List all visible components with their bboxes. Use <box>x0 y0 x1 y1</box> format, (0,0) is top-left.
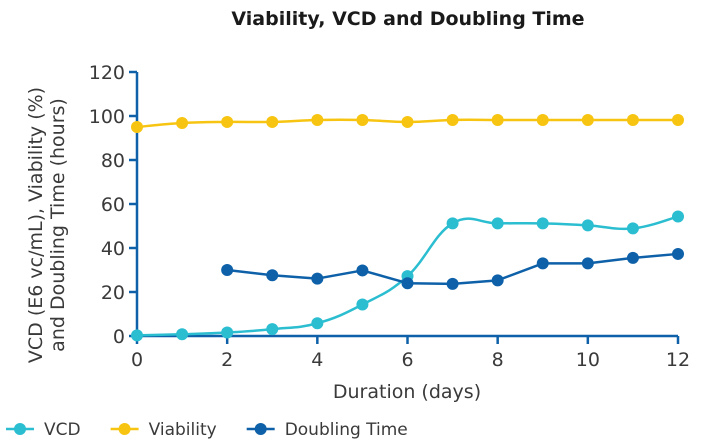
data-point-vcd <box>581 219 594 232</box>
x-axis-label: Duration (days) <box>333 381 481 403</box>
data-point-viability <box>581 113 594 126</box>
data-point-vcd <box>266 323 279 336</box>
data-point-viability <box>626 113 639 126</box>
x-tick-label: 12 <box>666 349 690 371</box>
data-point-viability <box>672 113 684 126</box>
y-tick-label: 80 <box>101 150 125 172</box>
data-point-doubling-time <box>672 247 684 260</box>
data-point-vcd <box>131 329 143 342</box>
data-point-vcd <box>626 222 639 235</box>
series-doubling-time <box>221 247 684 290</box>
legend-label: Doubling Time <box>285 420 408 440</box>
x-tick-label: 0 <box>131 349 143 371</box>
data-point-viability <box>536 113 549 126</box>
legend-item-doubling-time: Doubling Time <box>246 420 408 440</box>
data-point-doubling-time <box>626 251 639 264</box>
data-point-viability <box>176 117 189 130</box>
data-point-doubling-time <box>401 277 414 290</box>
legend-label: Viability <box>149 420 217 440</box>
data-point-vcd <box>221 326 234 339</box>
y-tick-label: 40 <box>101 238 125 260</box>
legend-swatch-marker <box>14 423 26 435</box>
data-point-vcd <box>356 298 369 311</box>
data-point-viability <box>356 113 369 126</box>
data-point-viability <box>311 113 324 126</box>
y-tick-label: 20 <box>101 282 125 304</box>
data-point-doubling-time <box>446 277 459 290</box>
data-point-vcd <box>311 317 324 330</box>
legend: VCD Viability Doubling Time <box>6 420 408 440</box>
legend-label: VCD <box>44 420 81 440</box>
x-tick-label: 2 <box>221 349 233 371</box>
x-tick-label: 6 <box>401 349 413 371</box>
legend-swatch-marker <box>254 423 267 435</box>
data-point-vcd <box>446 217 459 230</box>
data-point-doubling-time <box>536 257 549 270</box>
series-viability <box>131 113 684 133</box>
y-axis-label-line2: and Doubling Time (hours) <box>47 98 69 352</box>
axes: 0 20 40 60 80 100 120 0 2 4 6 8 10 12 <box>89 62 690 371</box>
data-point-doubling-time <box>221 264 234 276</box>
y-tick-label: 0 <box>113 326 125 348</box>
y-axis-label-line1: VCD (E6 vc/mL), Viability (%) <box>25 87 47 363</box>
y-tick-label: 120 <box>89 62 125 84</box>
data-point-viability <box>401 115 414 128</box>
data-point-doubling-time <box>491 274 504 287</box>
y-tick-label: 60 <box>101 194 125 216</box>
data-point-doubling-time <box>311 272 324 285</box>
data-point-viability <box>131 121 143 133</box>
data-point-doubling-time <box>581 257 594 270</box>
legend-swatch-marker <box>118 423 131 435</box>
legend-item-viability: Viability <box>110 420 217 440</box>
data-point-vcd <box>536 217 549 230</box>
data-point-vcd <box>176 328 189 341</box>
y-axis-label: VCD (E6 vc/mL), Viability (%) and Doubli… <box>25 87 69 363</box>
x-tick-label: 10 <box>576 349 600 371</box>
data-point-doubling-time <box>266 269 279 282</box>
data-point-viability <box>491 113 504 126</box>
series-vcd <box>131 210 684 342</box>
legend-item-vcd: VCD <box>6 420 81 440</box>
x-tick-label: 8 <box>492 349 504 371</box>
y-tick-label: 100 <box>89 106 125 128</box>
plot-area <box>131 113 684 342</box>
data-point-viability <box>266 115 279 128</box>
data-point-doubling-time <box>356 264 369 277</box>
x-tick-label: 4 <box>311 349 323 371</box>
data-point-viability <box>221 115 234 128</box>
data-point-viability <box>446 113 459 126</box>
data-point-vcd <box>491 217 504 230</box>
data-point-vcd <box>672 210 684 223</box>
chart-title: Viability, VCD and Doubling Time <box>231 8 584 30</box>
